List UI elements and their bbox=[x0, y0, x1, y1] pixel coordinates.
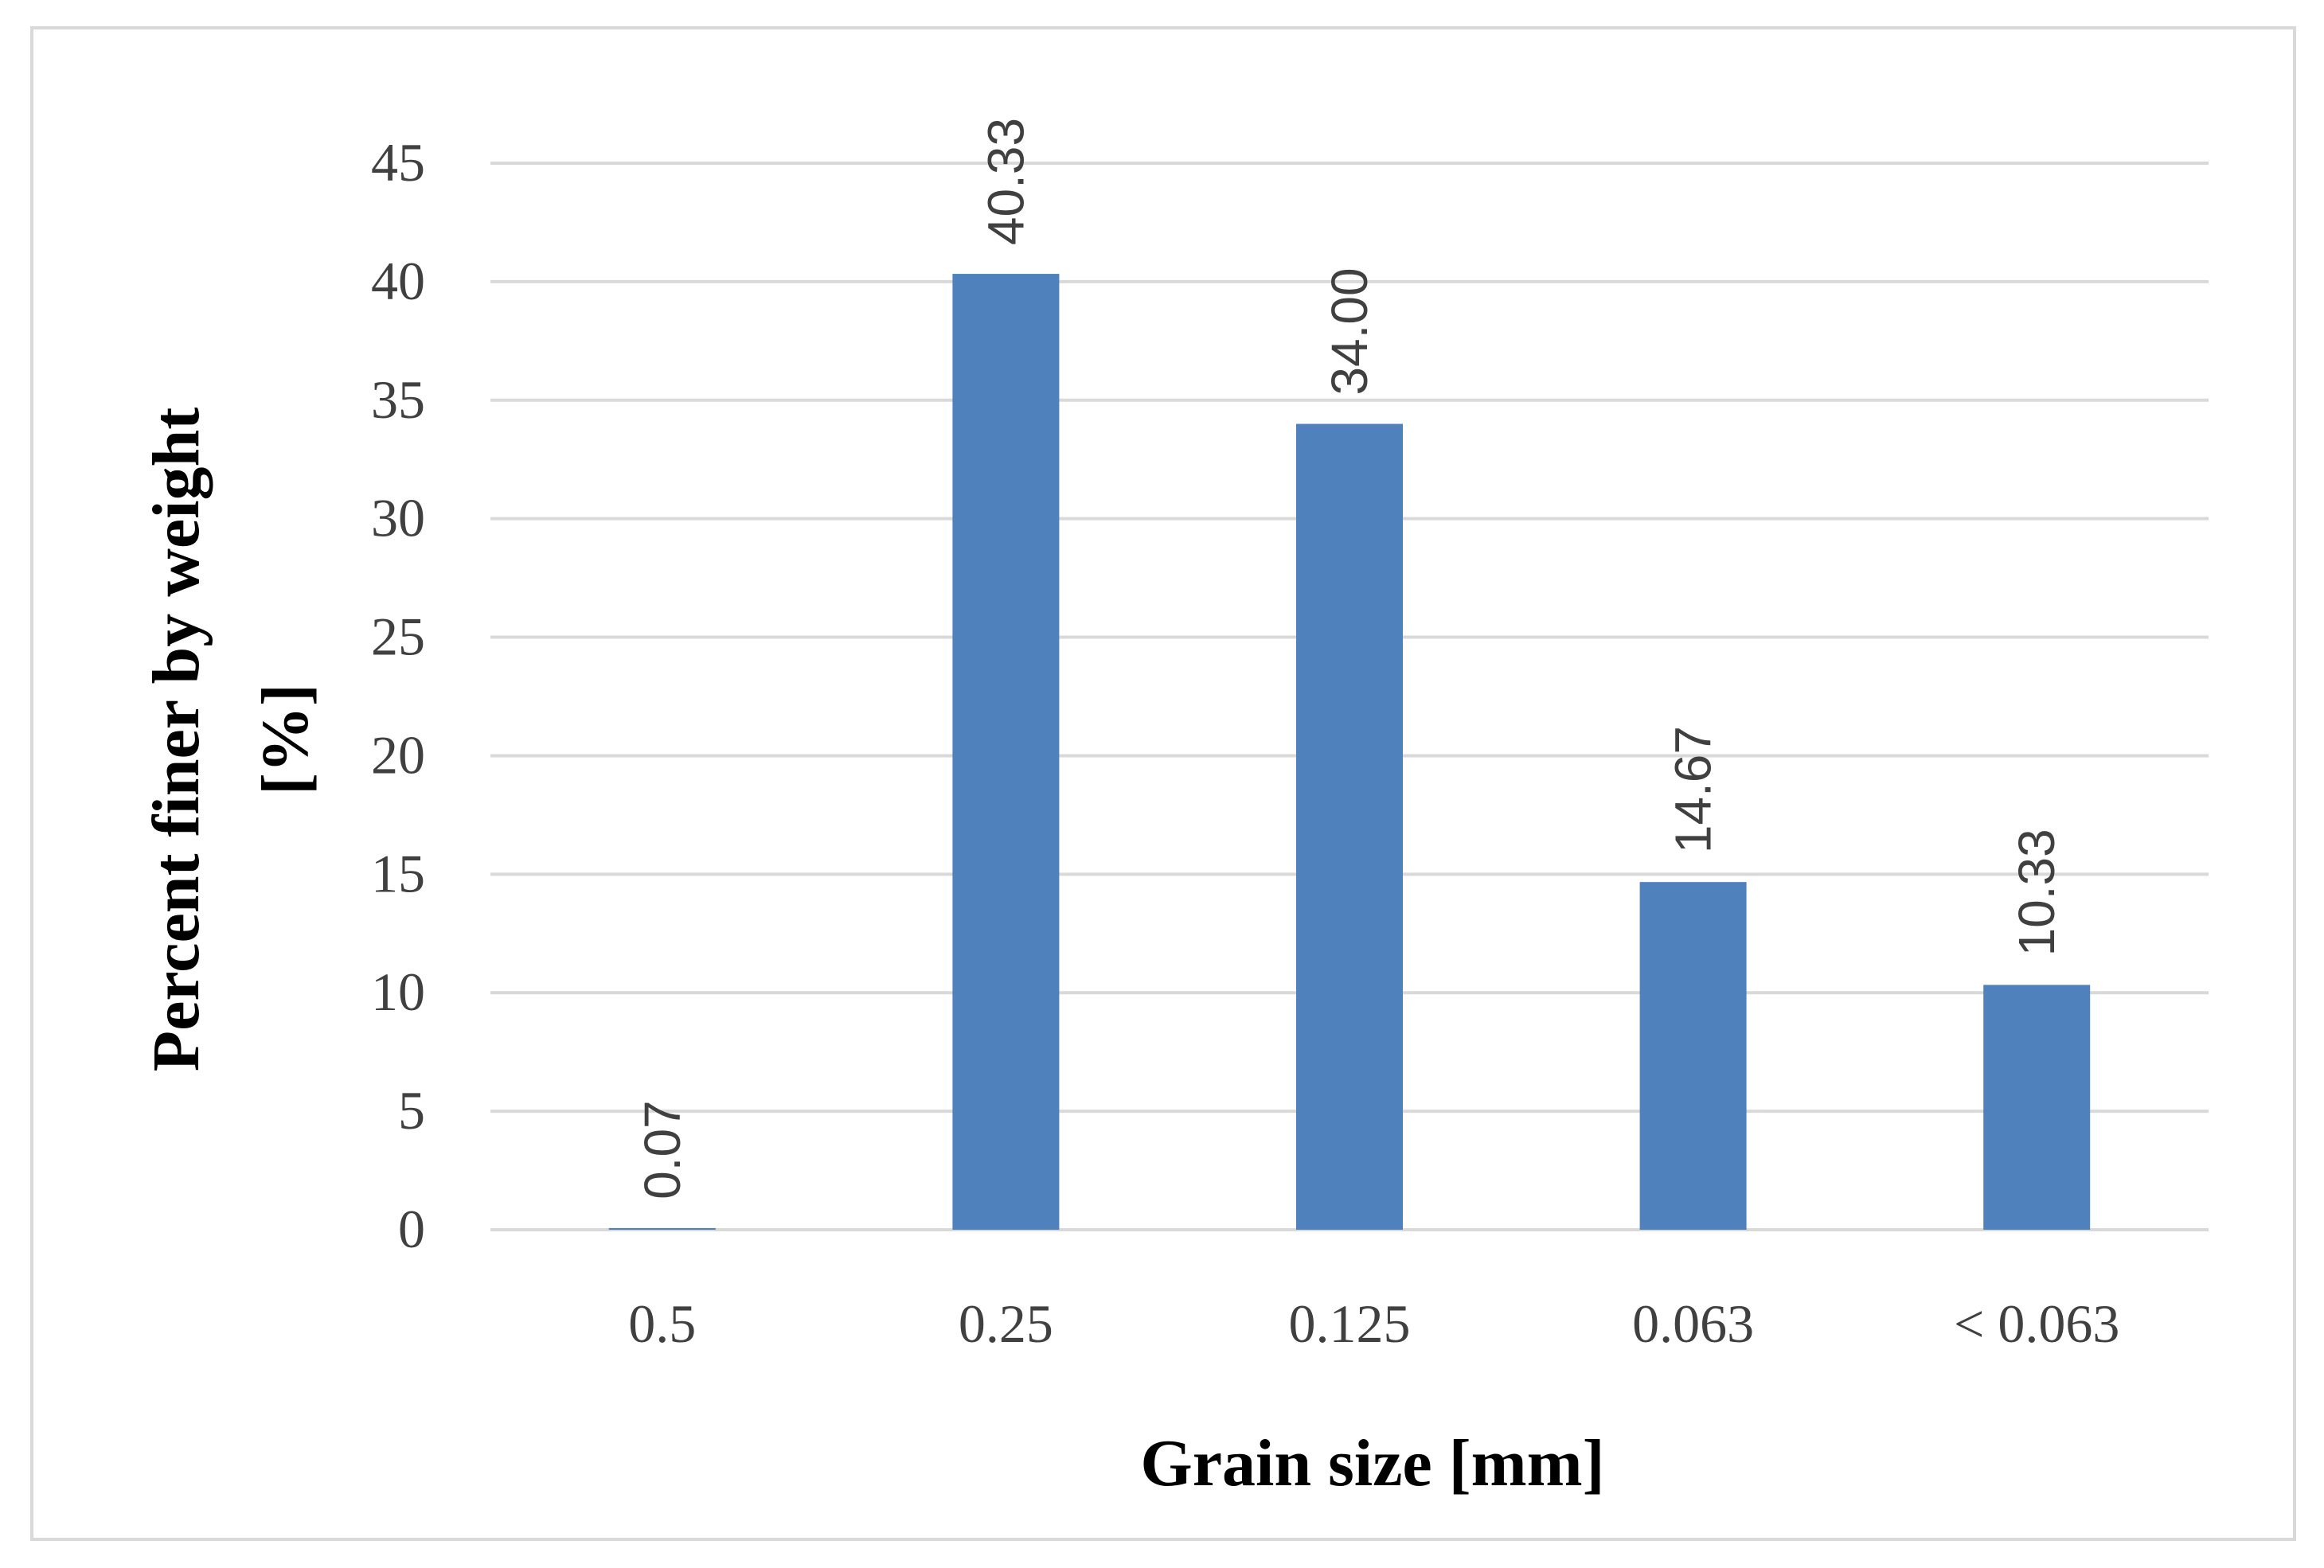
x-tick-label-2: 0.125 bbox=[1289, 1293, 1411, 1354]
data-label-3: 14.67 bbox=[1665, 726, 1722, 853]
x-tick-label-3: 0.063 bbox=[1632, 1293, 1754, 1354]
bar-1 bbox=[952, 274, 1060, 1230]
x-tick-label-1: 0.25 bbox=[959, 1293, 1053, 1354]
y-tick-label-30: 30 bbox=[371, 488, 425, 548]
y-axis-title: Percent finer by weight [%] bbox=[139, 408, 322, 1071]
y-tick-label-15: 15 bbox=[371, 843, 425, 903]
data-label-4: 10.33 bbox=[2008, 829, 2065, 956]
x-tick-label-4: < 0.063 bbox=[1954, 1293, 2119, 1354]
x-tick-label-0: 0.5 bbox=[628, 1293, 696, 1354]
data-label-1: 40.33 bbox=[977, 118, 1034, 245]
y-axis-title-line-0: Percent finer by weight bbox=[139, 408, 213, 1071]
y-tick-label-25: 25 bbox=[371, 607, 425, 667]
y-tick-label-5: 5 bbox=[398, 1080, 425, 1141]
y-tick-label-35: 35 bbox=[371, 369, 425, 430]
bar-4 bbox=[1983, 985, 2091, 1230]
data-label-2: 34.00 bbox=[1321, 267, 1378, 395]
x-axis-ticks: 0.5 0.25 0.125 0.063 < 0.063 bbox=[628, 1293, 2119, 1354]
y-tick-label-20: 20 bbox=[371, 724, 425, 785]
bar-3 bbox=[1639, 882, 1747, 1230]
bar-chart: 0 5 10 15 20 25 30 35 40 45 0.07 40.33 34.00 14.67 10… bbox=[139, 118, 2209, 1500]
chart-frame: 0 5 10 15 20 25 30 35 40 45 0.07 40.33 34.00 14.67 10… bbox=[30, 26, 2296, 1541]
y-tick-label-45: 45 bbox=[371, 132, 425, 193]
bar-0 bbox=[608, 1227, 716, 1230]
y-axis-ticks: 0 5 10 15 20 25 30 35 40 45 bbox=[371, 132, 425, 1259]
data-labels: 0.07 40.33 34.00 14.67 10.33 bbox=[634, 118, 2065, 1199]
y-axis-title-line-1: [%] bbox=[248, 684, 322, 795]
y-tick-label-40: 40 bbox=[371, 251, 425, 311]
data-label-0: 0.07 bbox=[634, 1100, 691, 1199]
bars bbox=[608, 274, 2091, 1230]
y-tick-label-10: 10 bbox=[371, 961, 425, 1022]
y-tick-label-0: 0 bbox=[398, 1199, 425, 1259]
bar-2 bbox=[1296, 423, 1403, 1230]
x-axis-title: Grain size [mm] bbox=[1140, 1426, 1604, 1500]
